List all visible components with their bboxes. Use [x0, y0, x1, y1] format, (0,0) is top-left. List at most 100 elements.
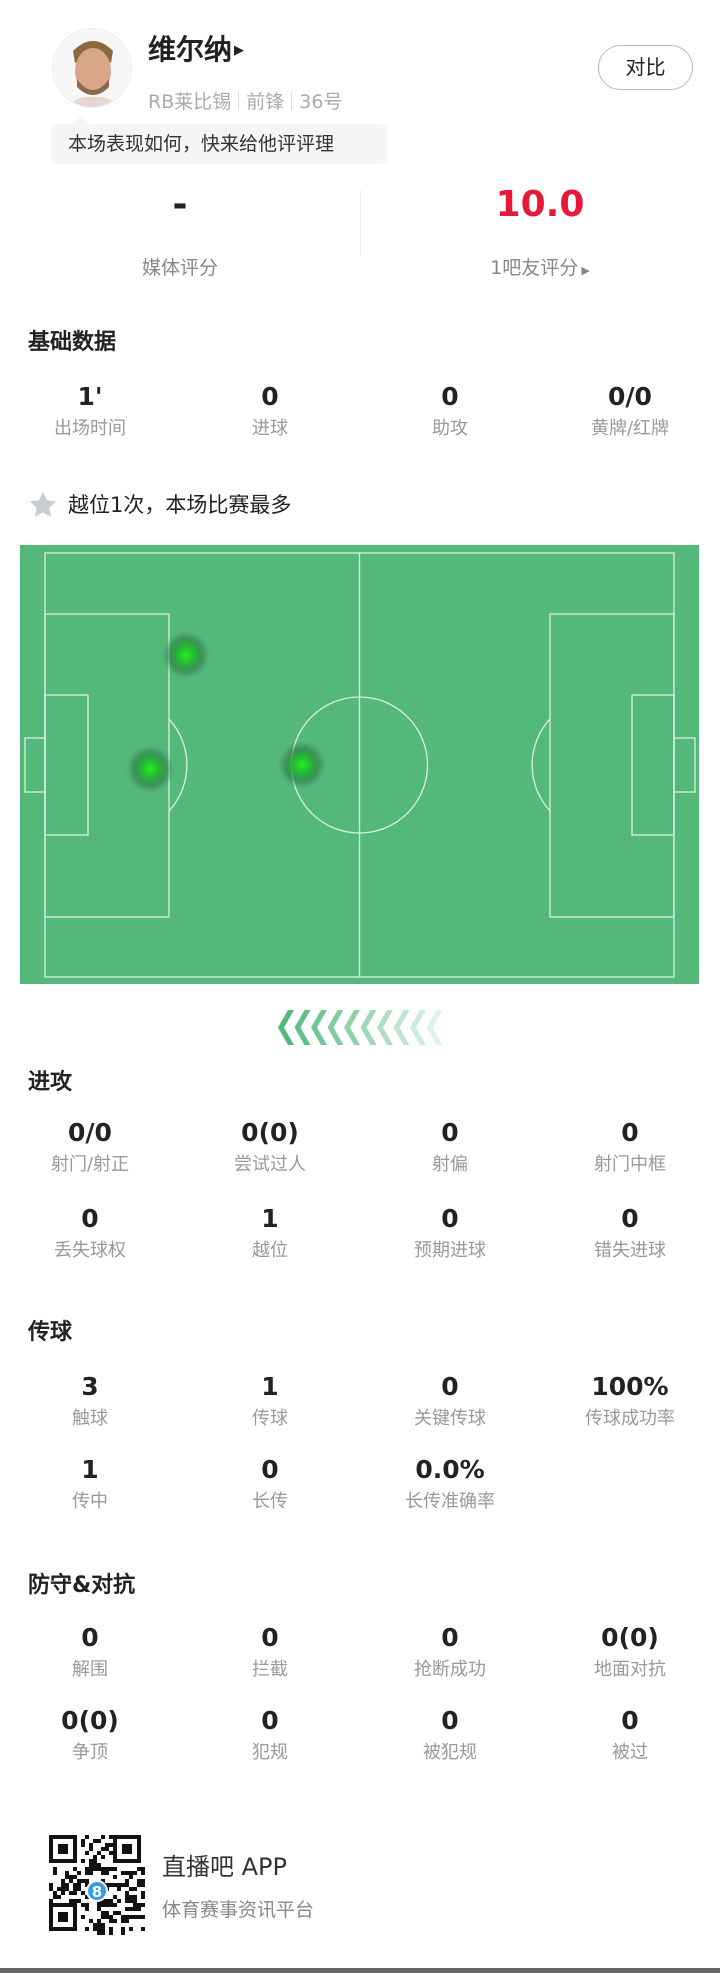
stat-label: 出场时间	[54, 418, 126, 439]
stat-label: 争顶	[72, 1742, 108, 1763]
stat-value: 0	[261, 1623, 279, 1652]
stat-label: 错失进球	[594, 1240, 666, 1261]
stat-item: 0 射偏	[360, 1118, 540, 1177]
stat-item: 0 进球	[180, 382, 360, 441]
stat-label: 射偏	[432, 1154, 468, 1175]
play-arrow-icon: ▶	[234, 43, 245, 58]
stat-value: 3	[81, 1372, 99, 1401]
stat-item: 0 关键传球	[360, 1372, 540, 1431]
stat-value: 0.0%	[415, 1455, 485, 1484]
player-name[interactable]: 维尔纳 ▶	[148, 33, 245, 66]
stat-value: 0	[441, 1623, 459, 1652]
highlight-text: 越位1次，本场比赛最多	[68, 493, 292, 517]
fan-rating-label: 1吧友评分	[490, 257, 579, 279]
team-name: RB莱比锡	[148, 91, 232, 113]
left-goal	[24, 737, 46, 793]
stat-label: 触球	[72, 1408, 108, 1429]
compare-button[interactable]: 对比	[598, 45, 693, 90]
stat-label: 进球	[252, 418, 288, 439]
fan-rating[interactable]: 10.0 1吧友评分 ▶	[360, 183, 720, 280]
stat-label: 地面对抗	[594, 1659, 666, 1680]
stat-label: 长传准确率	[405, 1491, 495, 1512]
stat-value: 0(0)	[601, 1623, 659, 1652]
fan-rating-value: 10.0	[495, 184, 585, 225]
rating-prompt[interactable]: 本场表现如何，快来给他评评理	[51, 116, 387, 164]
heat-spot	[278, 741, 326, 789]
stat-label: 解围	[72, 1659, 108, 1680]
media-rating: - 媒体评分	[0, 183, 360, 280]
player-number: 36号	[299, 91, 343, 113]
stat-item: 0 解围	[0, 1623, 180, 1682]
chevron-left-icon	[410, 1010, 426, 1045]
stat-value: 1'	[77, 382, 103, 411]
stat-item: 0 被犯规	[360, 1706, 540, 1765]
stat-value: 1	[81, 1455, 99, 1484]
chevron-left-icon	[278, 1010, 294, 1045]
attack-title: 进攻	[28, 1070, 73, 1095]
stat-label: 长传	[252, 1491, 288, 1512]
stat-value: 0	[441, 1118, 459, 1147]
stat-item: 0 丢失球权	[0, 1204, 180, 1263]
qr-logo	[86, 1880, 108, 1902]
direction-chevrons	[278, 1010, 443, 1045]
qr-finder	[49, 1903, 77, 1931]
stat-item: 0 拦截	[180, 1623, 360, 1682]
player-position: 前锋	[246, 91, 285, 113]
stat-value: 0	[441, 382, 459, 411]
stat-label: 被犯规	[423, 1742, 477, 1763]
stat-label: 射门中框	[594, 1154, 666, 1175]
stat-label: 关键传球	[414, 1408, 486, 1429]
stat-value: 0	[621, 1118, 639, 1147]
qr-finder	[113, 1835, 141, 1863]
chevron-left-icon	[426, 1010, 443, 1045]
stat-item: 0 预期进球	[360, 1204, 540, 1263]
stat-item: 1 传球	[180, 1372, 360, 1431]
stat-item: 1 传中	[0, 1455, 180, 1514]
star-icon	[29, 491, 57, 517]
stat-label: 抢断成功	[414, 1659, 486, 1680]
player-info: RB莱比锡 前锋 36号	[148, 88, 342, 116]
stat-label: 犯规	[252, 1742, 288, 1763]
stat-item: 0(0) 尝试过人	[180, 1118, 360, 1177]
stat-label: 助攻	[432, 418, 468, 439]
stat-item: 0.0% 长传准确率	[360, 1455, 540, 1514]
player-avatar[interactable]	[52, 28, 132, 108]
stat-item: 0(0) 争顶	[0, 1706, 180, 1765]
stat-value: 0	[261, 1455, 279, 1484]
bottom-bar	[0, 1968, 720, 1973]
app-tagline: 体育赛事资讯平台	[162, 1899, 315, 1921]
stat-value: 100%	[591, 1372, 669, 1401]
media-rating-label: 媒体评分	[141, 257, 218, 279]
app-name: 直播吧 APP	[162, 1853, 287, 1881]
qr-code-icon: 8	[49, 1835, 145, 1935]
stat-item: 0 抢断成功	[360, 1623, 540, 1682]
stat-value: 0(0)	[61, 1706, 119, 1735]
stat-value: 0	[441, 1204, 459, 1233]
stat-item: 0 长传	[180, 1455, 360, 1514]
play-arrow-icon: ▶	[581, 264, 590, 277]
stat-value: 0	[81, 1623, 99, 1652]
stat-item: 0 错失进球	[540, 1204, 720, 1263]
right-goal	[673, 737, 696, 793]
right-penalty-arc	[531, 718, 551, 812]
stat-label: 尝试过人	[234, 1154, 306, 1175]
stat-value: 1	[261, 1372, 279, 1401]
stat-label: 传中	[72, 1491, 108, 1512]
stat-label: 传球成功率	[585, 1408, 675, 1429]
stat-label: 射门/射正	[50, 1154, 130, 1175]
stat-label: 传球	[252, 1408, 288, 1429]
basic-stats-title: 基础数据	[28, 330, 117, 355]
defense-title: 防守&对抗	[28, 1573, 136, 1598]
stat-label: 黄牌/红牌	[590, 418, 670, 439]
stat-item: 1' 出场时间	[0, 382, 180, 441]
stat-item: 0 射门中框	[540, 1118, 720, 1177]
player-photo-icon	[53, 29, 131, 107]
stat-item: 0/0 黄牌/红牌	[540, 382, 720, 441]
stat-item: 0 助攻	[360, 382, 540, 441]
stat-item: 1 越位	[180, 1204, 360, 1263]
stat-value: 1	[261, 1204, 279, 1233]
separator	[291, 92, 293, 110]
chevron-left-icon	[377, 1010, 393, 1045]
stat-value: 0/0	[608, 382, 652, 411]
passing-title: 传球	[28, 1320, 73, 1345]
